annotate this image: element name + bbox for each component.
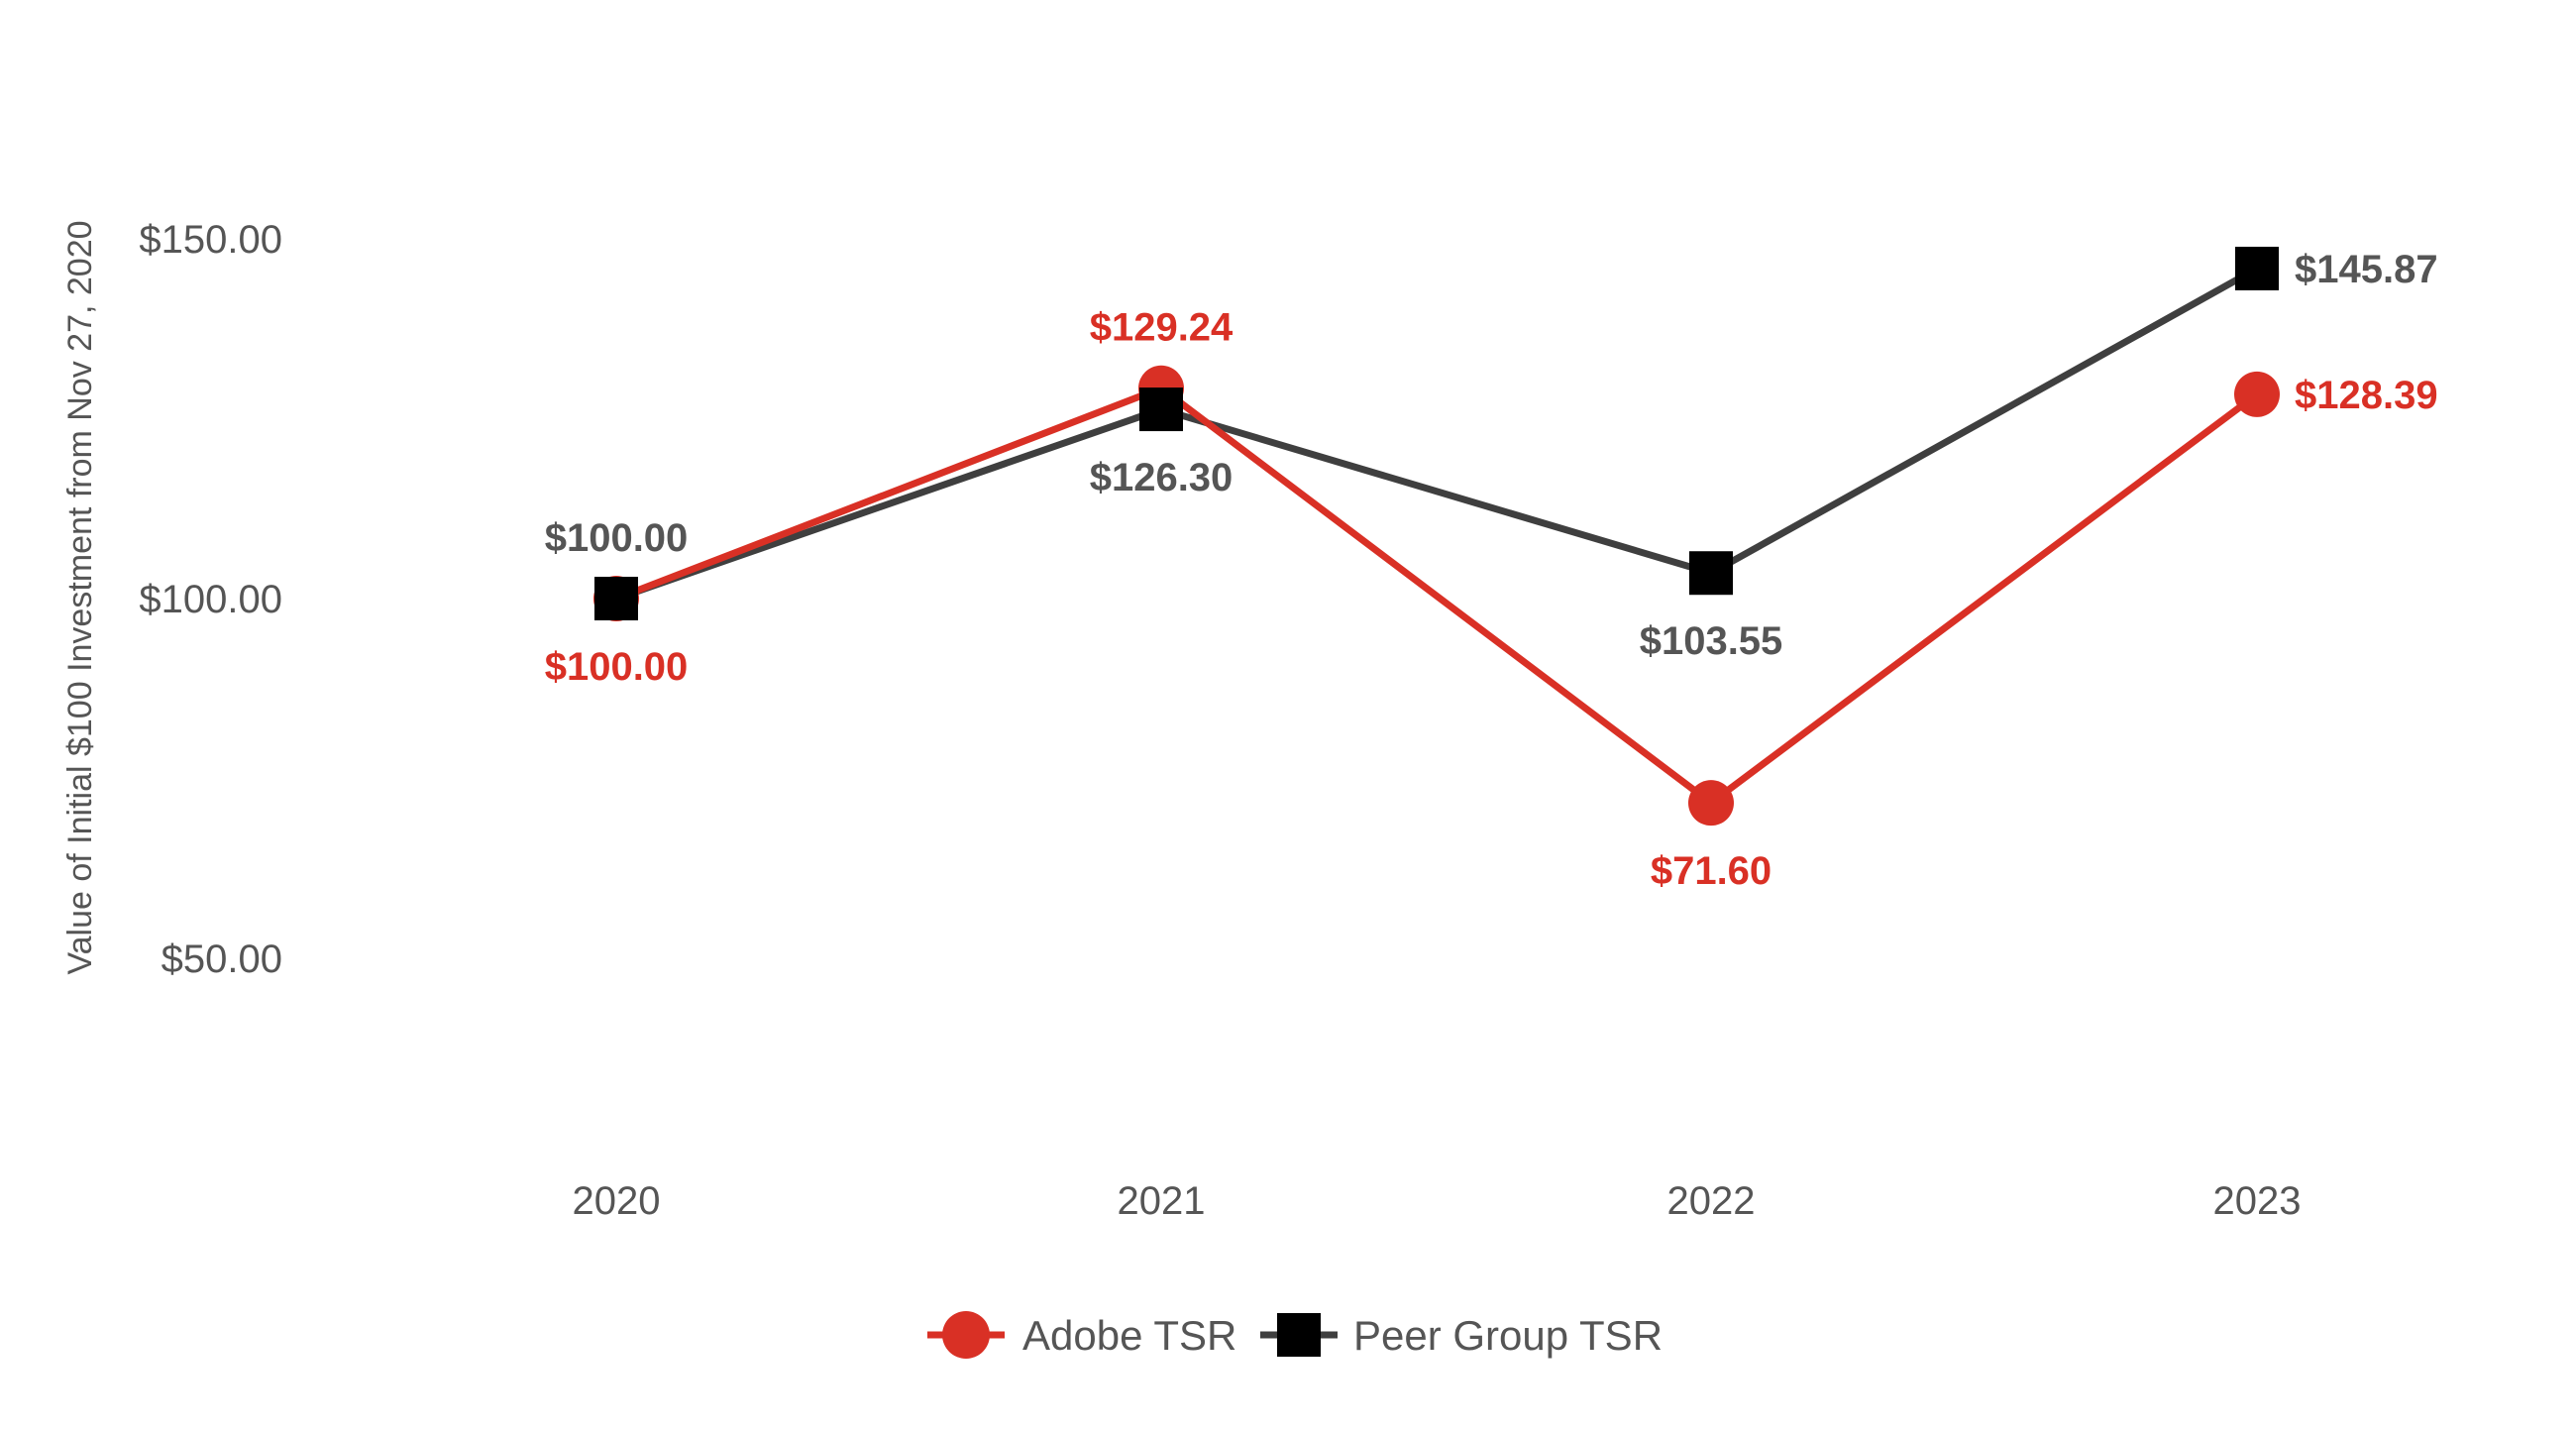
data-labels: $100.00 $129.24 $71.60 $128.39 $100.00 $126.3… — [545, 248, 2438, 893]
y-axis-title: Value of Initial $100 Investment from No… — [61, 220, 99, 974]
y-tick-label: $100.00 — [139, 578, 282, 621]
adobe-tsr-data-label: $129.24 — [1090, 306, 1234, 350]
peer-group-tsr-point — [594, 577, 638, 620]
peer-group-tsr-line — [612, 265, 2261, 603]
adobe-tsr-point — [2234, 371, 2280, 417]
series-lines — [612, 265, 2261, 807]
peer-group-tsr-data-label: $126.30 — [1090, 456, 1234, 499]
adobe-tsr-data-label: $71.60 — [1651, 849, 1771, 893]
legend-adobe-marker — [942, 1311, 990, 1359]
peer-group-tsr-data-label: $100.00 — [545, 516, 689, 560]
legend: Adobe TSR Peer Group TSR — [927, 1311, 1663, 1359]
x-axis: 2020 2021 2022 2023 — [573, 1179, 2302, 1223]
y-tick-label: $150.00 — [139, 218, 282, 262]
adobe-tsr-data-label: $100.00 — [545, 645, 689, 689]
peer-group-tsr-data-label: $145.87 — [2295, 248, 2438, 291]
peer-group-tsr-point — [1139, 387, 1183, 432]
peer-group-tsr-data-label: $103.55 — [1640, 619, 1783, 663]
series-markers — [593, 246, 2280, 827]
legend-peer-marker — [1277, 1313, 1321, 1357]
adobe-tsr-line — [612, 385, 2261, 807]
x-tick-label: 2020 — [573, 1179, 661, 1223]
legend-adobe-label: Adobe TSR — [1022, 1312, 1236, 1359]
peer-group-tsr-point — [2235, 246, 2279, 290]
y-tick-label: $50.00 — [161, 937, 282, 981]
x-tick-label: 2021 — [1118, 1179, 1206, 1223]
legend-peer-label: Peer Group TSR — [1353, 1312, 1663, 1359]
adobe-tsr-point — [1688, 780, 1734, 827]
x-tick-label: 2022 — [1667, 1179, 1756, 1223]
adobe-tsr-data-label: $128.39 — [2295, 374, 2438, 417]
peer-group-tsr-point — [1689, 551, 1733, 596]
x-tick-label: 2023 — [2213, 1179, 2302, 1223]
y-axis: $50.00 $100.00 $150.00 — [139, 218, 282, 981]
